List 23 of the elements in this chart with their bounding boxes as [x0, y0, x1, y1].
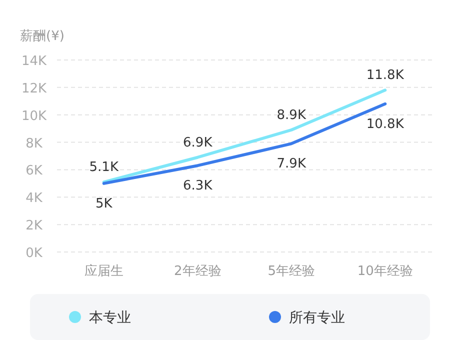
data-label: 5.1K — [89, 160, 119, 176]
data-label: 10.8K — [366, 116, 404, 132]
data-label: 6.3K — [183, 178, 213, 194]
y-tick-label: 8K — [26, 136, 43, 152]
y-axis-title: 薪酬(¥) — [20, 29, 64, 44]
x-tick-label: 10年经验 — [357, 264, 413, 279]
data-label: 5K — [95, 196, 113, 212]
legend-label: 所有专业 — [289, 310, 345, 326]
y-tick-label: 0K — [26, 246, 43, 261]
x-tick-label: 应届生 — [84, 263, 124, 279]
y-tick-label: 14K — [21, 54, 48, 69]
x-tick-label: 5年经验 — [268, 264, 316, 279]
y-tick-label: 12K — [21, 81, 48, 96]
y-tick-label: 6K — [26, 164, 43, 179]
y-tick-label: 4K — [26, 191, 43, 206]
x-tick-label: 2年经验 — [174, 264, 222, 279]
y-tick-label: 10K — [21, 108, 48, 124]
data-label: 11.8K — [366, 68, 404, 84]
y-tick-label: 2K — [26, 218, 43, 234]
data-label: 8.9K — [276, 108, 306, 123]
data-label: 6.9K — [183, 135, 213, 150]
data-label: 7.9K — [276, 156, 306, 172]
legend-label: 本专业 — [89, 310, 131, 326]
